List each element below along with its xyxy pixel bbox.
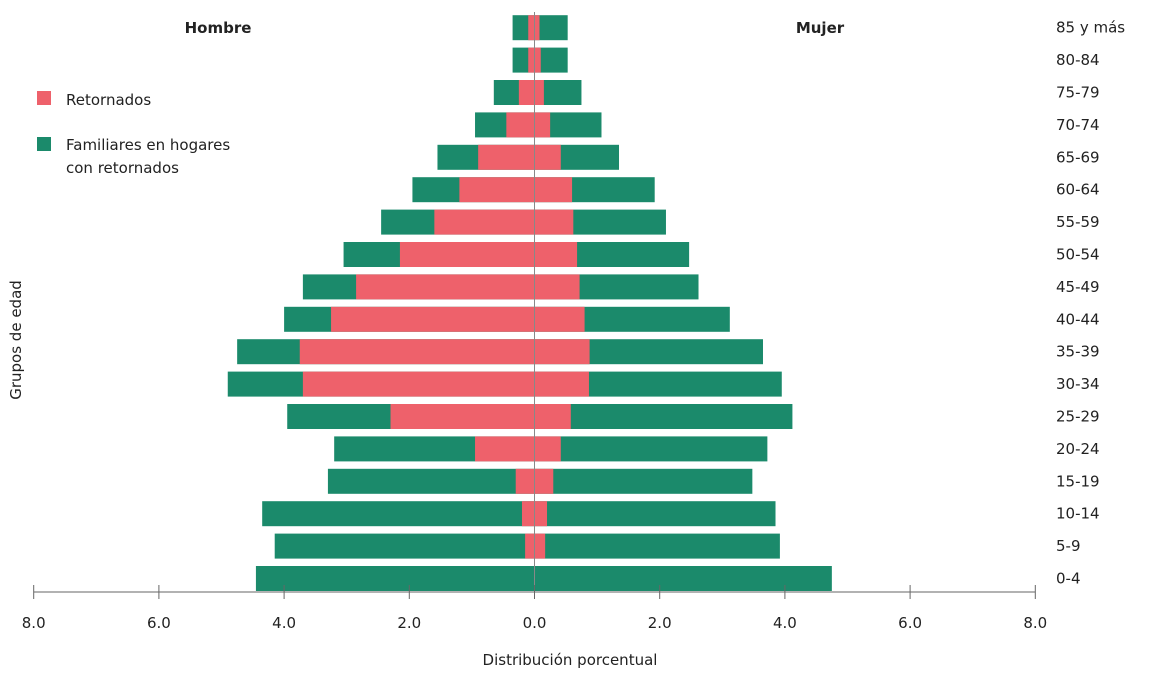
- x-tick-label-2: 4.0: [272, 614, 296, 632]
- bar-retornados-mujer-30-34: [534, 371, 589, 397]
- bar-familiares-mujer-5-9: [534, 533, 780, 559]
- bar-retornados-mujer-75-79: [534, 80, 544, 105]
- age-label-15-19: 15-19: [1056, 472, 1100, 490]
- bar-retornados-hombre-30-34: [302, 371, 535, 397]
- side-label-hombre: Hombre: [185, 19, 252, 37]
- age-label-40-44: 40-44: [1056, 310, 1100, 328]
- bar-retornados-mujer-45-49: [534, 274, 580, 300]
- retornados-bars-group: [299, 15, 590, 559]
- age-label-75-79: 75-79: [1056, 84, 1100, 102]
- bar-familiares-mujer-20-24: [534, 436, 768, 462]
- bar-retornados-hombre-45-49: [356, 274, 535, 300]
- bar-retornados-mujer-25-29: [534, 404, 571, 429]
- bar-retornados-mujer-50-54: [534, 242, 578, 267]
- x-tick-label-0: 8.0: [22, 614, 46, 632]
- x-tick-label-4: 0.0: [523, 614, 547, 632]
- bar-retornados-hombre-15-19: [515, 468, 535, 494]
- x-tick-label-8: 8.0: [1023, 614, 1047, 632]
- age-label-10-14: 10-14: [1056, 505, 1100, 523]
- bar-familiares-mujer-0-4: [534, 566, 832, 591]
- age-label-0-4: 0-4: [1056, 570, 1081, 588]
- bar-familiares-mujer-25-29: [534, 404, 793, 429]
- age-group-labels: 0-4 5-9 10-14 15-19 20-24 25-29 30-34 35-39 40-4…: [1056, 19, 1125, 588]
- chart-legend: Retornados Familiares en hogares con ret…: [37, 91, 230, 177]
- bar-retornados-hombre-80-84: [528, 47, 535, 73]
- legend-label-familiares-line2: con retornados: [66, 159, 179, 177]
- x-tick-label-1: 6.0: [147, 614, 171, 632]
- legend-swatch-familiares: [37, 137, 51, 151]
- x-axis-title: Distribución porcentual: [483, 651, 658, 669]
- bar-retornados-mujer-70-74: [534, 112, 551, 138]
- bar-familiares-hombre-10-14: [262, 501, 535, 527]
- bar-familiares-hombre-15-19: [327, 468, 535, 494]
- bar-retornados-mujer-80-84: [534, 47, 541, 73]
- age-label-5-9: 5-9: [1056, 537, 1081, 555]
- age-label-30-34: 30-34: [1056, 375, 1100, 393]
- bar-familiares-mujer-85-y-más: [534, 15, 568, 41]
- bar-retornados-hombre-10-14: [521, 501, 535, 527]
- bar-retornados-hombre-40-44: [331, 306, 535, 332]
- bar-retornados-hombre-75-79: [518, 80, 535, 105]
- age-label-35-39: 35-39: [1056, 343, 1100, 361]
- age-label-60-64: 60-64: [1056, 181, 1100, 199]
- x-tick-label-3: 2.0: [397, 614, 421, 632]
- x-tick-label-6: 4.0: [773, 614, 797, 632]
- bar-familiares-mujer-10-14: [534, 501, 776, 527]
- y-axis-title: Grupos de edad: [7, 280, 25, 400]
- side-label-mujer: Mujer: [796, 19, 845, 37]
- bar-retornados-hombre-35-39: [299, 339, 535, 365]
- age-label-70-74: 70-74: [1056, 116, 1100, 134]
- bar-retornados-hombre-70-74: [506, 112, 535, 138]
- bar-retornados-hombre-20-24: [475, 436, 535, 462]
- bar-retornados-mujer-40-44: [534, 306, 585, 332]
- bar-retornados-hombre-85-y-más: [528, 15, 535, 41]
- age-label-50-54: 50-54: [1056, 246, 1100, 264]
- bar-retornados-hombre-60-64: [459, 177, 535, 203]
- legend-label-familiares-line1: Familiares en hogares: [66, 136, 230, 154]
- age-label-80-84: 80-84: [1056, 51, 1100, 69]
- x-tick-label-5: 2.0: [648, 614, 672, 632]
- legend-swatch-retornados: [37, 91, 51, 105]
- bar-retornados-mujer-35-39: [534, 339, 590, 365]
- bar-retornados-mujer-85-y-más: [534, 15, 540, 41]
- age-label-55-59: 55-59: [1056, 213, 1100, 231]
- bar-retornados-mujer-55-59: [534, 209, 574, 235]
- bar-retornados-hombre-5-9: [525, 533, 535, 559]
- bar-retornados-mujer-20-24: [534, 436, 561, 462]
- age-label-25-29: 25-29: [1056, 408, 1100, 426]
- age-label-20-24: 20-24: [1056, 440, 1100, 458]
- bar-retornados-mujer-15-19: [534, 468, 554, 494]
- bar-familiares-hombre-0-4: [255, 566, 535, 591]
- bar-retornados-mujer-65-69: [534, 144, 561, 170]
- legend-label-retornados: Retornados: [66, 91, 151, 109]
- bar-retornados-mujer-10-14: [534, 501, 548, 527]
- bar-retornados-hombre-50-54: [399, 242, 535, 267]
- age-label-85-y-más: 85 y más: [1056, 19, 1125, 37]
- bar-retornados-hombre-55-59: [434, 209, 535, 235]
- bar-retornados-mujer-5-9: [534, 533, 546, 559]
- x-axis-ticks: 8.0 6.0 4.0 2.0 0.0 2.0 4.0 6.0 8.0: [22, 585, 1047, 632]
- bar-familiares-mujer-15-19: [534, 468, 753, 494]
- bar-retornados-mujer-60-64: [534, 177, 573, 203]
- age-label-45-49: 45-49: [1056, 278, 1100, 296]
- x-tick-label-7: 6.0: [898, 614, 922, 632]
- bar-retornados-hombre-65-69: [478, 144, 535, 170]
- age-label-65-69: 65-69: [1056, 148, 1100, 166]
- bar-retornados-hombre-25-29: [390, 404, 535, 429]
- bar-familiares-hombre-5-9: [274, 533, 535, 559]
